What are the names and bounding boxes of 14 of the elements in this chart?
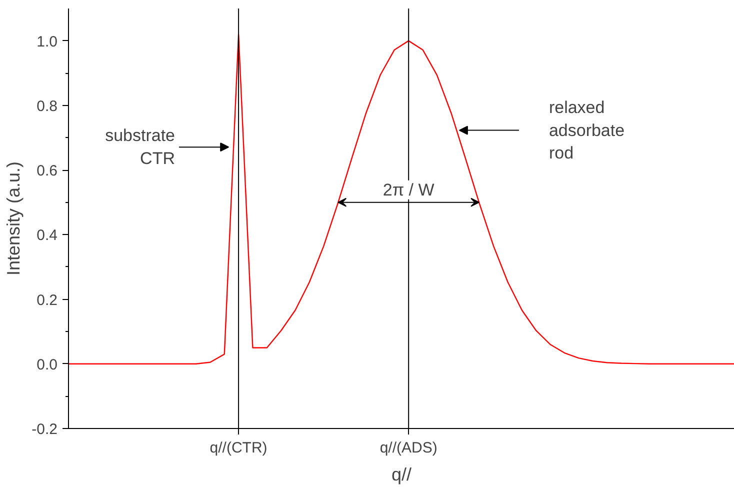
x-axis-title: q// bbox=[391, 464, 412, 484]
x-tick-label: q//(CTR) bbox=[210, 440, 268, 456]
y-tick-label: 0.6 bbox=[36, 162, 58, 180]
y-tick-label: -0.2 bbox=[32, 421, 58, 438]
x-tick-label: q//(ADS) bbox=[380, 440, 438, 456]
y-tick-label: 1.0 bbox=[36, 33, 58, 50]
annotation: relaxed adsorbate rod bbox=[548, 98, 625, 163]
annotation: substrate CTR bbox=[105, 126, 176, 168]
annotation: 2π / W bbox=[382, 180, 434, 200]
y-tick-label: 0.2 bbox=[36, 292, 58, 309]
y-tick-label: 0.4 bbox=[36, 227, 58, 244]
y-tick-label: 0.8 bbox=[36, 98, 58, 115]
y-axis-title: Intensity (a.u.) bbox=[4, 161, 24, 276]
y-tick-label: 0.0 bbox=[36, 356, 58, 374]
